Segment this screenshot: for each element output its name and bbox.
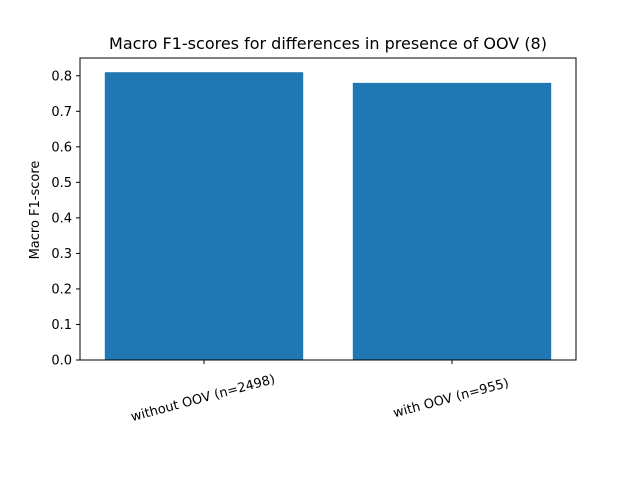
x-tick-label: with OOV (n=955): [392, 376, 511, 421]
y-axis-ticks: 0.0 0.1 0.2 0.3 0.4 0.5 0.6 0.7 0.8: [51, 69, 80, 369]
x-axis-ticks: without OOV (n=2498) with OOV (n=955): [129, 360, 511, 425]
y-tick-label: 0.7: [51, 105, 72, 120]
chart-title: Macro F1-scores for differences in prese…: [109, 34, 547, 53]
bar-0: [104, 72, 304, 361]
y-tick-label: 0.2: [51, 282, 72, 297]
bar-1: [352, 82, 552, 361]
plot-frame: [79, 57, 577, 361]
y-tick-label: 0.4: [51, 211, 72, 226]
y-tick-label: 0.3: [51, 247, 72, 262]
x-tick-label: without OOV (n=2498): [129, 372, 276, 425]
y-tick-label: 0.6: [51, 140, 72, 155]
bars-layer: [104, 72, 552, 361]
y-tick-label: 0.0: [51, 354, 72, 369]
y-tick-label: 0.1: [51, 318, 72, 333]
y-axis-label: Macro F1-score: [28, 161, 43, 260]
y-tick-label: 0.5: [51, 176, 72, 191]
y-tick-label: 0.8: [51, 69, 72, 84]
